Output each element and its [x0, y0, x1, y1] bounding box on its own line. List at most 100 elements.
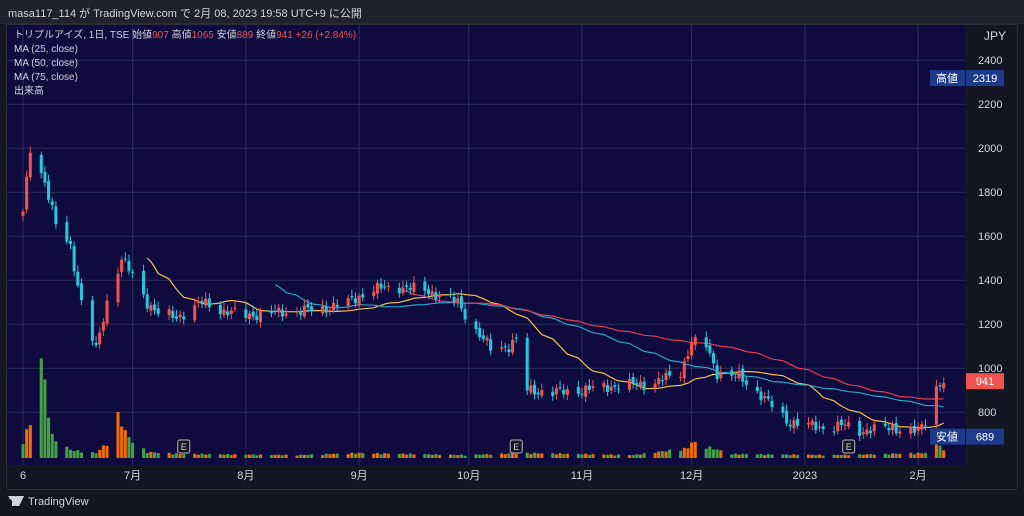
candle-body [532, 384, 537, 395]
candle-body [459, 296, 463, 309]
legend-volume[interactable]: 出来高 [14, 86, 44, 97]
candle-body [105, 300, 109, 324]
candle-body [346, 298, 350, 307]
candle-body [693, 337, 697, 345]
legend-ma50[interactable]: MA (50, close) [14, 58, 78, 69]
candle-body [277, 307, 281, 313]
volume-bar [459, 454, 463, 458]
volume-bar [719, 450, 723, 458]
open-value: 907 [152, 30, 169, 41]
candle-body [306, 303, 310, 308]
volume-bar [90, 452, 94, 458]
candle-body [894, 423, 898, 434]
candle-body [584, 385, 588, 397]
candle-body [934, 386, 938, 425]
candle-body [244, 309, 248, 318]
volume-bar [284, 454, 288, 458]
tradingview-icon [8, 496, 24, 506]
time-axis[interactable] [7, 465, 965, 489]
volume-bar [229, 455, 233, 458]
price-label-value: 689 [976, 432, 994, 444]
candle-body [657, 378, 661, 385]
volume-bar [554, 454, 558, 458]
volume-bar [182, 454, 186, 458]
volume-bar [68, 449, 73, 458]
volume-bar [587, 454, 591, 458]
volume-bar [98, 449, 102, 458]
volume-bar [686, 448, 690, 458]
candle-body [68, 240, 73, 245]
candle-body [131, 271, 135, 273]
candle-body [423, 281, 427, 291]
candle-body [357, 295, 361, 305]
volume-bar [218, 454, 222, 458]
volume-bar [766, 454, 770, 458]
candle-body [627, 379, 632, 390]
volume-bar [806, 454, 811, 458]
volume-bar [755, 454, 759, 458]
candle-body [847, 422, 851, 427]
candle-body [324, 306, 328, 313]
volume-bar [609, 454, 613, 458]
volume-bar [591, 454, 595, 458]
candle-body [704, 337, 708, 348]
volume-bar [580, 454, 584, 458]
volume-bar [693, 441, 697, 458]
volume-bar [814, 455, 818, 458]
candle-body [869, 430, 873, 434]
candle-body [372, 291, 376, 297]
volume-bar [372, 453, 376, 458]
volume-bar [25, 429, 29, 458]
candle-body [94, 342, 98, 346]
volume-bar [500, 453, 504, 458]
volume-bar [408, 453, 412, 458]
volume-bar [558, 453, 562, 458]
volume-bar [613, 455, 617, 458]
candle-body [233, 307, 237, 309]
legend-ma75[interactable]: MA (75, close) [14, 72, 78, 83]
tradingview-logo[interactable]: TradingView [8, 496, 89, 508]
volume-bar [204, 454, 208, 458]
candle-body [719, 372, 723, 379]
volume-bar [255, 455, 259, 458]
candle-body [386, 285, 390, 287]
candle-body [817, 426, 822, 428]
candle-body [660, 380, 664, 382]
date-tick-label: 10月 [457, 470, 480, 482]
candle-body [196, 301, 200, 303]
price-label-box [966, 373, 1004, 390]
price-tick-label: 1000 [978, 363, 1002, 375]
candle-body [448, 294, 453, 296]
candle-body [511, 339, 515, 353]
candle-body [554, 388, 558, 395]
volume-bar [346, 454, 350, 458]
volume-bar [116, 411, 120, 458]
volume-bar [233, 454, 237, 458]
candle-body [218, 304, 222, 315]
earnings-marker [842, 439, 856, 454]
volume-bar [704, 448, 708, 458]
candle-body [485, 337, 489, 341]
candle-body [839, 419, 843, 426]
volume-bar [456, 455, 460, 458]
volume-bar [664, 451, 668, 458]
volume-bar [452, 454, 456, 458]
price-axis[interactable] [965, 25, 1017, 465]
candle-body [229, 310, 233, 314]
volume-bar [386, 453, 390, 458]
volume-bar [576, 453, 580, 458]
earnings-marker-label: E [181, 442, 187, 452]
candle-body [916, 428, 920, 431]
candle-body [558, 387, 562, 389]
candle-body [167, 309, 171, 316]
candle-body [269, 310, 273, 314]
volume-bar [507, 453, 511, 458]
legend-ma25[interactable]: MA (25, close) [14, 44, 78, 55]
candle-body [887, 428, 891, 431]
candle-body [427, 289, 431, 295]
volume-bar [861, 454, 865, 458]
volume-bar [909, 452, 913, 458]
volume-bar [101, 445, 105, 458]
volume-bar [332, 453, 336, 458]
